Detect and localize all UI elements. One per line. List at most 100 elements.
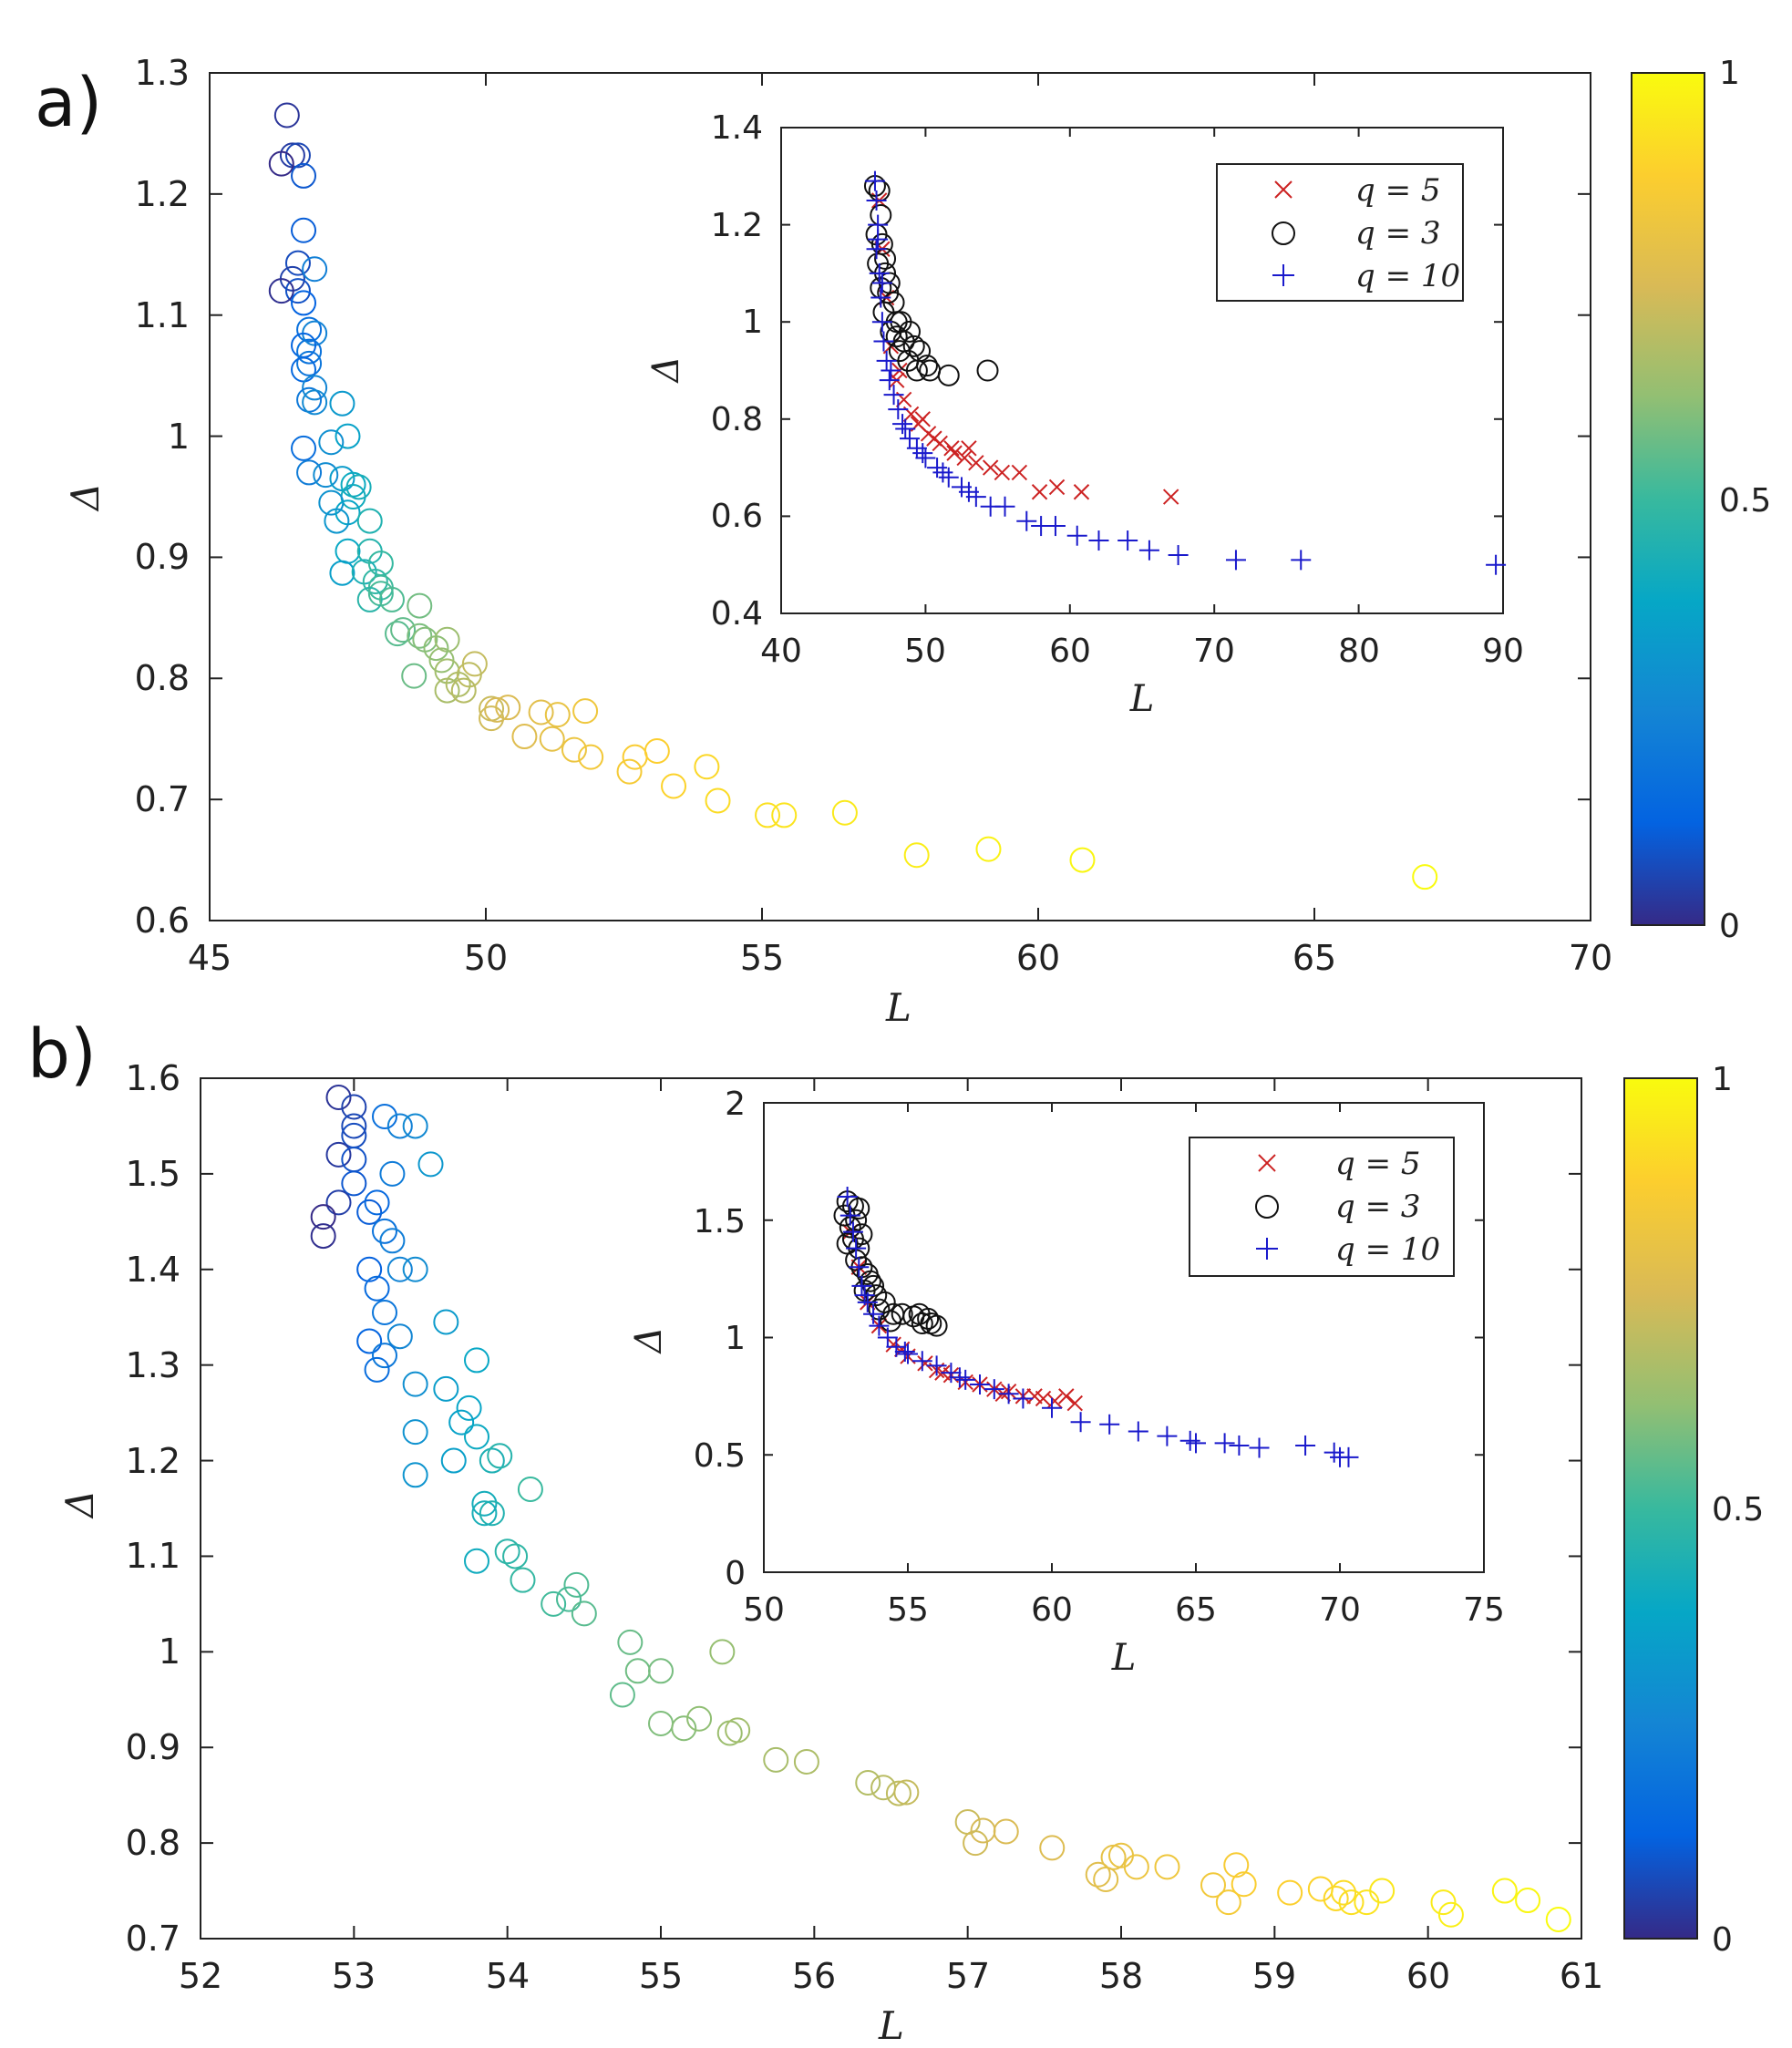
- panel-a-yticks: 0.6 0.7 0.8 0.9 1 1.1 1.2 1.3: [135, 53, 190, 941]
- data-point: [340, 471, 366, 498]
- panel-b-legend-label-q10: q = 10: [1335, 1231, 1440, 1268]
- data-point-circle: [925, 1314, 948, 1337]
- data-point: [609, 1682, 635, 1708]
- panel-a-xtick-label: 45: [188, 938, 232, 978]
- data-point: [402, 1256, 428, 1282]
- data-point-plus: [866, 190, 887, 211]
- data-point: [502, 1543, 529, 1569]
- data-point: [284, 142, 311, 169]
- panel-b-inset-xtick-label: 70: [1319, 1591, 1361, 1629]
- data-point-plus: [1295, 1435, 1316, 1456]
- data-point-x: [968, 455, 984, 471]
- data-point-plus: [1291, 550, 1312, 571]
- panel-b-ytick-label: 0.9: [126, 1727, 180, 1767]
- panel-b-ylabel: Δ: [57, 1490, 102, 1519]
- data-point: [401, 663, 427, 689]
- data-point-plus: [1179, 1430, 1200, 1451]
- data-point: [1215, 1889, 1241, 1916]
- data-point: [302, 389, 328, 416]
- panel-a-label: a): [35, 64, 102, 142]
- data-point-plus: [854, 1285, 875, 1306]
- data-point: [402, 1371, 428, 1397]
- data-point: [434, 677, 460, 704]
- data-point-plus: [894, 1341, 915, 1362]
- data-point: [318, 489, 345, 516]
- data-point: [763, 1746, 789, 1773]
- panel-a-colorbar-tick: 1: [1719, 55, 1740, 92]
- data-point-plus: [898, 1343, 918, 1364]
- panel-b-xtick-label: 55: [639, 1956, 683, 1996]
- data-point-plus: [895, 418, 916, 439]
- panel-b-ytick-label: 1.3: [126, 1345, 180, 1385]
- data-point: [310, 1223, 336, 1250]
- data-point: [870, 1775, 897, 1801]
- data-point: [362, 569, 388, 594]
- data-point: [335, 423, 361, 449]
- data-point-plus: [1486, 554, 1507, 575]
- data-point: [386, 1256, 413, 1282]
- data-point: [1354, 1889, 1380, 1916]
- panel-b-inset-ytick-label: 2: [725, 1086, 746, 1123]
- data-point-plus: [864, 170, 885, 191]
- panel-a-xtick-label: 55: [740, 938, 784, 978]
- data-point: [364, 1189, 390, 1216]
- panel-a-xtick-label: 70: [1569, 938, 1612, 978]
- data-point: [268, 278, 294, 304]
- data-point: [341, 1113, 367, 1139]
- data-point-circle: [976, 359, 999, 382]
- data-point-plus: [877, 1327, 898, 1348]
- data-point: [1437, 1901, 1464, 1928]
- panel-b-colorbar-tick: 1: [1712, 1061, 1733, 1098]
- panel-a-legend-label-q10: q = 10: [1355, 258, 1460, 294]
- data-point-x: [914, 411, 931, 427]
- data-point: [517, 1477, 543, 1503]
- data-point-plus: [994, 496, 1015, 517]
- data-point-x: [994, 464, 1011, 481]
- data-point: [296, 350, 323, 376]
- data-point-plus: [870, 287, 891, 308]
- data-point-x: [946, 445, 963, 461]
- data-point: [1338, 1889, 1365, 1916]
- panel-a-inset-ytick-label: 0.8: [711, 401, 763, 438]
- data-point: [318, 429, 345, 456]
- data-point-plus: [926, 1355, 947, 1376]
- panel-a-inset-xtick-label: 40: [760, 633, 802, 670]
- data-point: [407, 623, 433, 649]
- data-point: [903, 842, 930, 869]
- panel-b-xtick-label: 61: [1560, 1956, 1603, 1996]
- data-point-plus: [984, 1379, 1004, 1400]
- data-point: [372, 1343, 397, 1369]
- panel-b-inset: 50 55 60 65 70 75 0 0.5 1 1.5 2 L Δ q = …: [628, 1086, 1505, 1679]
- data-point: [616, 758, 643, 785]
- data-point: [291, 290, 317, 316]
- data-point: [341, 1147, 367, 1173]
- data-point-plus: [1323, 1442, 1344, 1463]
- data-point-plus: [873, 331, 894, 352]
- panel-b-yticks: 0.7 0.8 0.9 1 1.1 1.2 1.3 1.4 1.5 1.6: [126, 1058, 180, 1959]
- panel-a-legend-box: [1216, 163, 1464, 302]
- data-point-x: [1066, 1394, 1083, 1412]
- panel-b-inset-xlabel: L: [1111, 1637, 1137, 1679]
- legend-plus-marker: [1256, 1238, 1278, 1260]
- data-point-x: [943, 440, 960, 457]
- data-point-plus: [881, 360, 901, 381]
- data-point: [329, 390, 355, 417]
- data-point: [539, 726, 565, 752]
- data-point: [661, 773, 687, 799]
- data-point: [975, 836, 1002, 862]
- data-point: [356, 508, 383, 534]
- panel-a-ytick-label: 0.7: [135, 779, 190, 819]
- data-point: [479, 1500, 505, 1527]
- panel-b-legend-box: [1189, 1137, 1455, 1277]
- data-point-plus: [915, 448, 936, 468]
- data-point: [487, 1443, 513, 1469]
- panel-b-ytick-label: 0.7: [126, 1919, 180, 1959]
- data-point-plus: [1214, 1433, 1235, 1454]
- panel-b-ytick-label: 0.8: [126, 1823, 180, 1863]
- legend-x-marker: [1258, 1154, 1276, 1172]
- panel-b-ytick-label: 1.6: [126, 1058, 180, 1098]
- panel-b-xticks: 52 53 54 55 56 57 58 59 60 61: [179, 1956, 1603, 1996]
- data-point: [464, 1347, 489, 1374]
- data-point: [484, 696, 510, 723]
